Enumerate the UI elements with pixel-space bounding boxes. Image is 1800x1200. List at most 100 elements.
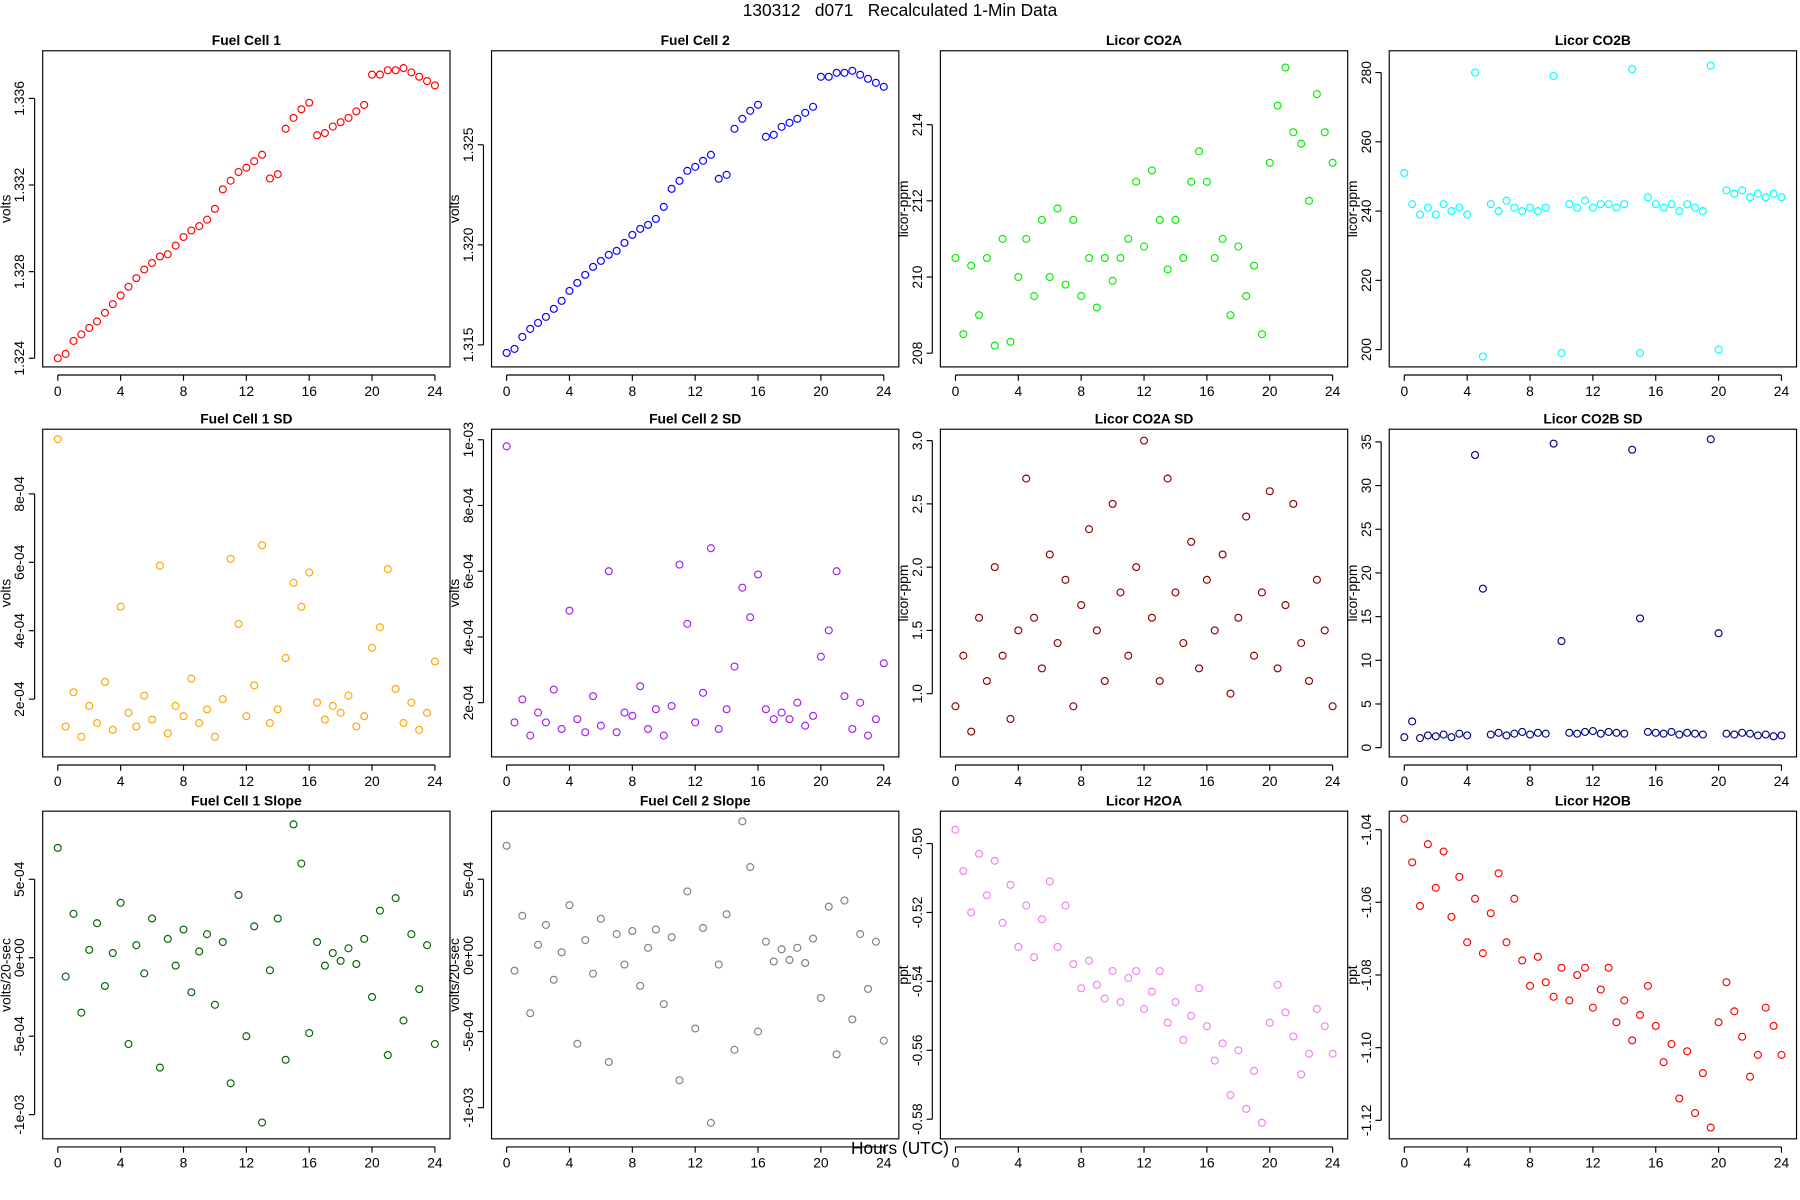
point — [179, 712, 188, 721]
y-tick-label: -0.56 — [909, 1034, 925, 1066]
point — [518, 332, 527, 341]
point — [1486, 730, 1495, 739]
y-tick-label: 212 — [909, 189, 925, 212]
y-tick-label: 25 — [1358, 521, 1374, 537]
point — [250, 157, 259, 166]
y-tick-label: 6e-04 — [460, 553, 476, 589]
point — [730, 1045, 739, 1054]
plot-frame — [490, 810, 900, 1140]
x-tick-label: 8 — [180, 383, 188, 399]
point — [1194, 147, 1204, 156]
point — [864, 984, 873, 993]
x-tick-label: 16 — [302, 1155, 318, 1171]
point — [391, 684, 400, 693]
point — [250, 681, 259, 690]
point — [1045, 877, 1054, 886]
point — [100, 308, 109, 317]
point — [1014, 942, 1023, 951]
point — [1753, 1050, 1762, 1059]
x-tick-label: 8 — [1077, 1155, 1085, 1171]
point — [699, 923, 708, 933]
point — [1675, 730, 1684, 739]
point — [1494, 207, 1503, 216]
x-tick-label: 24 — [427, 383, 443, 399]
point — [856, 930, 865, 939]
point — [990, 856, 999, 865]
point — [871, 937, 880, 946]
point — [1273, 980, 1282, 989]
x-tick-label: 20 — [364, 773, 380, 789]
panel-title: Licor CO2B — [1555, 32, 1631, 48]
point — [1690, 203, 1700, 212]
point — [368, 992, 377, 1002]
point — [360, 712, 369, 721]
plot-frame — [490, 50, 900, 368]
point — [1620, 200, 1629, 209]
point — [1486, 909, 1495, 918]
point — [407, 68, 416, 77]
x-tick-label: 0 — [503, 1155, 511, 1171]
y-tick-label: -0.54 — [909, 965, 925, 997]
point — [714, 174, 723, 183]
y-tick-label: 220 — [1358, 269, 1374, 292]
point — [210, 732, 219, 741]
point — [1628, 445, 1637, 454]
point — [1635, 349, 1645, 358]
point — [203, 705, 212, 714]
point — [1155, 966, 1164, 976]
point — [1187, 177, 1196, 186]
point — [1494, 869, 1503, 878]
point — [1163, 265, 1172, 274]
point — [967, 908, 976, 917]
point — [1281, 1008, 1290, 1017]
point — [242, 1032, 251, 1041]
panel-title: Fuel Cell 2 SD — [649, 410, 741, 426]
plot-frame — [42, 50, 451, 368]
point — [226, 554, 235, 563]
point — [699, 156, 708, 165]
point — [1541, 203, 1550, 212]
point — [557, 296, 566, 305]
point — [1423, 840, 1432, 849]
point — [1463, 731, 1472, 740]
point — [761, 132, 770, 141]
point — [1706, 61, 1715, 70]
point — [691, 162, 700, 171]
point — [1202, 1022, 1211, 1031]
x-tick-label: 20 — [813, 1155, 829, 1171]
point — [344, 944, 353, 953]
point — [785, 715, 794, 724]
point — [352, 107, 361, 116]
y-tick-label: 1.0 — [909, 684, 925, 704]
point — [746, 863, 755, 872]
point — [534, 708, 543, 717]
point — [1265, 158, 1274, 167]
point — [163, 729, 172, 738]
x-tick-label: 12 — [1585, 1155, 1600, 1171]
point — [289, 820, 298, 829]
point — [1431, 883, 1440, 892]
point — [210, 1000, 219, 1009]
x-tick-label: 0 — [952, 773, 960, 789]
point — [706, 544, 715, 553]
x-tick-label: 16 — [1199, 1155, 1215, 1171]
point — [1257, 1118, 1266, 1127]
point — [1698, 207, 1707, 216]
point — [61, 349, 70, 358]
point — [1573, 203, 1582, 212]
point — [187, 226, 196, 235]
point — [313, 698, 322, 707]
point — [108, 300, 117, 309]
point — [1761, 1003, 1770, 1012]
point — [871, 715, 880, 724]
point — [1312, 575, 1321, 584]
point — [1541, 729, 1550, 738]
point — [1415, 901, 1425, 911]
point — [1588, 1003, 1597, 1012]
point — [1439, 200, 1448, 209]
point — [132, 722, 141, 731]
point — [1455, 203, 1464, 212]
point — [1022, 234, 1031, 243]
point — [1533, 207, 1542, 216]
